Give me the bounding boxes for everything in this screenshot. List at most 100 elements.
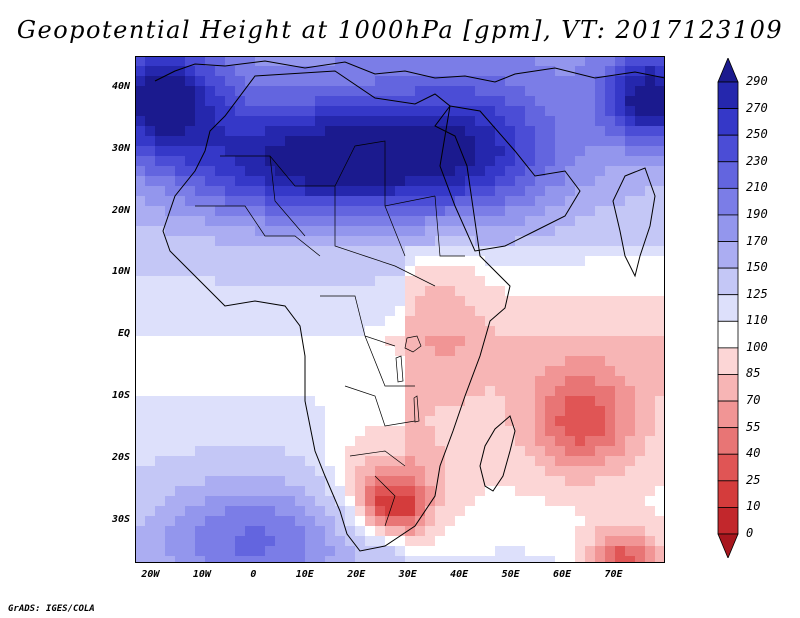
field-cell — [485, 256, 496, 267]
field-cell — [495, 276, 506, 287]
field-cell — [435, 316, 446, 327]
lake-tanganyika — [395, 355, 404, 383]
field-cell — [225, 56, 236, 67]
field-cell — [415, 466, 426, 477]
field-cell — [215, 96, 226, 107]
field-cell — [375, 66, 386, 77]
field-cell — [535, 436, 546, 447]
field-cell — [385, 496, 396, 507]
field-cell — [195, 546, 206, 557]
field-cell — [335, 196, 346, 207]
field-cell — [475, 56, 486, 67]
field-cell — [385, 546, 396, 557]
field-cell — [225, 96, 236, 107]
field-cell — [305, 376, 316, 387]
field-cell — [545, 316, 556, 327]
field-cell — [395, 86, 406, 97]
field-cell — [215, 146, 226, 157]
field-cell — [395, 456, 406, 467]
field-cell — [425, 526, 436, 537]
field-cell — [355, 426, 366, 437]
field-cell — [465, 126, 476, 137]
field-cell — [175, 516, 186, 527]
field-cell — [485, 206, 496, 217]
field-cell — [655, 476, 665, 487]
field-cell — [235, 176, 246, 187]
field-cell — [245, 456, 256, 467]
field-cell — [555, 436, 566, 447]
field-cell — [405, 316, 416, 327]
field-cell — [235, 86, 246, 97]
colorbar-level-label: 55 — [746, 419, 761, 434]
field-cell — [575, 326, 586, 337]
field-cell — [365, 96, 376, 107]
field-cell — [225, 416, 236, 427]
field-cell — [535, 406, 546, 417]
field-cell — [315, 276, 326, 287]
field-cell — [475, 476, 486, 487]
field-cell — [295, 326, 306, 337]
field-cell — [555, 176, 566, 187]
lon-tick-label: 50E — [501, 569, 520, 580]
field-cell — [585, 346, 596, 357]
field-cell — [635, 256, 646, 267]
field-cell — [215, 136, 226, 147]
field-cell — [295, 286, 306, 297]
field-cell — [655, 506, 665, 517]
field-cell — [305, 356, 316, 367]
field-cell — [565, 206, 576, 217]
field-cell — [585, 326, 596, 337]
field-cell — [435, 346, 446, 357]
field-cell — [135, 266, 146, 277]
field-cell — [605, 256, 616, 267]
field-cell — [315, 356, 326, 367]
field-cell — [445, 146, 456, 157]
field-cell — [215, 546, 226, 557]
field-cell — [165, 286, 176, 297]
field-cell — [295, 156, 306, 167]
field-cell — [325, 256, 336, 267]
field-cell — [625, 366, 636, 377]
field-cell — [425, 286, 436, 297]
field-cell — [555, 336, 566, 347]
field-cell — [555, 256, 566, 267]
field-cell — [595, 356, 606, 367]
field-cell — [555, 516, 566, 527]
field-cell — [515, 516, 526, 527]
field-cell — [245, 206, 256, 217]
field-cell — [525, 106, 536, 117]
field-cell — [285, 156, 296, 167]
field-cell — [275, 436, 286, 447]
field-cell — [565, 336, 576, 347]
field-cell — [425, 66, 436, 77]
field-cell — [355, 286, 366, 297]
field-cell — [585, 116, 596, 127]
field-cell — [605, 226, 616, 237]
field-cell — [425, 316, 436, 327]
field-cell — [625, 146, 636, 157]
field-cell — [215, 426, 226, 437]
field-cell — [655, 306, 665, 317]
field-cell — [505, 246, 516, 257]
field-cell — [535, 326, 546, 337]
field-cell — [145, 176, 156, 187]
field-cell — [575, 96, 586, 107]
field-cell — [615, 486, 626, 497]
field-cell — [235, 156, 246, 167]
field-cell — [275, 156, 286, 167]
field-cell — [595, 226, 606, 237]
field-cell — [305, 436, 316, 447]
field-cell — [285, 256, 296, 267]
field-cell — [145, 366, 156, 377]
field-cell — [195, 326, 206, 337]
field-cell — [325, 316, 336, 327]
field-cell — [615, 496, 626, 507]
madagascar-outline — [479, 415, 516, 492]
field-cell — [385, 76, 396, 87]
field-cell — [475, 346, 486, 357]
field-cell — [525, 136, 536, 147]
field-cell — [535, 416, 546, 427]
field-cell — [235, 256, 246, 267]
field-cell — [555, 106, 566, 117]
field-cell — [285, 116, 296, 127]
